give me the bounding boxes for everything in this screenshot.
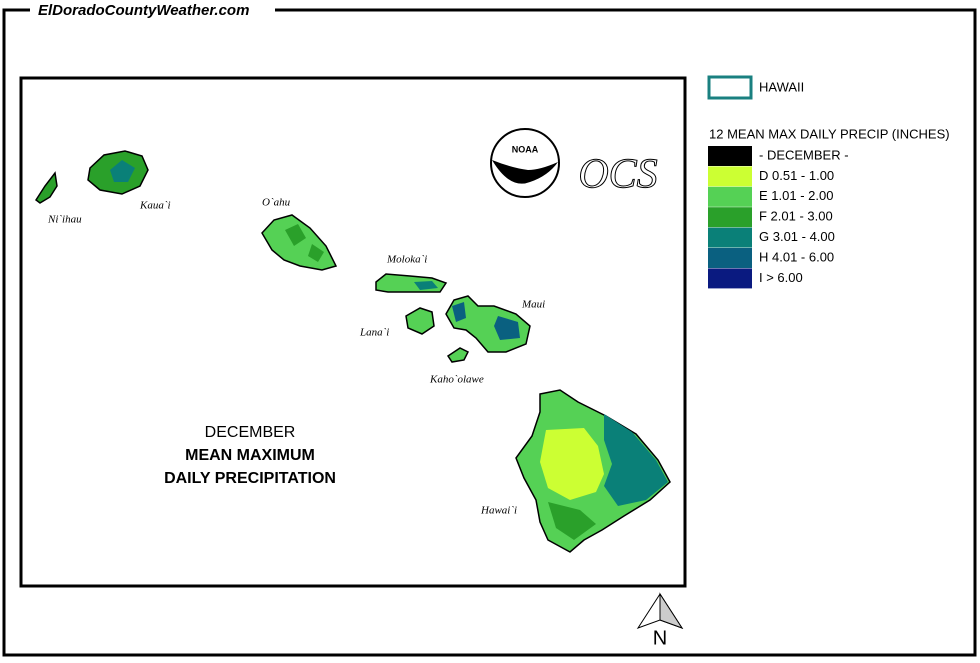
north-arrow-shade bbox=[659, 592, 684, 629]
kauai-wet bbox=[110, 160, 135, 182]
noaa-circle bbox=[490, 128, 560, 198]
noaa-text: NOAA bbox=[512, 144, 539, 154]
site-title: ElDoradoCountyWeather.com bbox=[38, 2, 249, 19]
maui-wet bbox=[452, 302, 520, 340]
island-label: Hawai`i bbox=[480, 505, 517, 517]
ocs-logo: OCS bbox=[578, 152, 657, 198]
island-label: O`ahu bbox=[262, 197, 291, 209]
legend-label: E 1.01 - 2.00 bbox=[759, 188, 833, 203]
island-label: Lana`i bbox=[359, 327, 389, 339]
island-label: Moloka`i bbox=[386, 254, 427, 266]
legend-swatch bbox=[708, 248, 752, 268]
legend-outline-label: HAWAII bbox=[759, 79, 804, 94]
outer-frame bbox=[2, 8, 977, 657]
molokai-wet bbox=[414, 281, 438, 290]
map-subtitle: DAILY PRECIPITATION bbox=[164, 470, 336, 487]
legend-label: I > 6.00 bbox=[759, 270, 803, 285]
legend-label: - DECEMBER - bbox=[759, 147, 849, 162]
legend-swatch bbox=[708, 207, 752, 228]
island-label: Ni`ihau bbox=[47, 214, 82, 226]
legend-label: H 4.01 - 6.00 bbox=[759, 249, 834, 264]
legend-label: D 0.51 - 1.00 bbox=[759, 168, 834, 183]
legend: - DECEMBER - D 0.51 - 1.00 E 1.01 - 2.00 F … bbox=[708, 146, 849, 289]
legend-swatch bbox=[708, 146, 752, 166]
hawaii-wet bbox=[604, 414, 668, 506]
hawaii-dry bbox=[540, 428, 604, 500]
islands bbox=[34, 150, 671, 553]
north-arrow: N bbox=[636, 592, 684, 649]
map-subtitle: MEAN MAXIMUM bbox=[185, 447, 315, 464]
map-title: DECEMBER bbox=[205, 424, 296, 441]
island-label: Maui bbox=[521, 299, 545, 311]
legend-swatch bbox=[708, 227, 752, 248]
legend-swatch bbox=[708, 166, 752, 187]
niihau bbox=[34, 171, 58, 204]
kahoolawe bbox=[446, 347, 470, 363]
island-label: Kaho`olawe bbox=[429, 374, 484, 386]
outline-swatch bbox=[707, 75, 753, 100]
north-label: N bbox=[653, 627, 667, 649]
title-backdrop bbox=[30, 0, 275, 22]
legend-label: G 3.01 - 4.00 bbox=[759, 229, 835, 244]
hawaii-south bbox=[548, 502, 596, 540]
island-label: Kaua`i bbox=[139, 200, 171, 212]
lanai bbox=[405, 307, 435, 335]
legend-title: 12 MEAN MAX DAILY PRECIP (INCHES) bbox=[709, 126, 950, 141]
oahu-ridges bbox=[285, 224, 324, 262]
legend-swatch bbox=[708, 186, 752, 207]
legend-swatch bbox=[708, 268, 752, 289]
legend-label: F 2.01 - 3.00 bbox=[759, 209, 833, 224]
noaa-bird bbox=[492, 160, 558, 184]
noaa-logo: NOAA bbox=[490, 128, 560, 198]
